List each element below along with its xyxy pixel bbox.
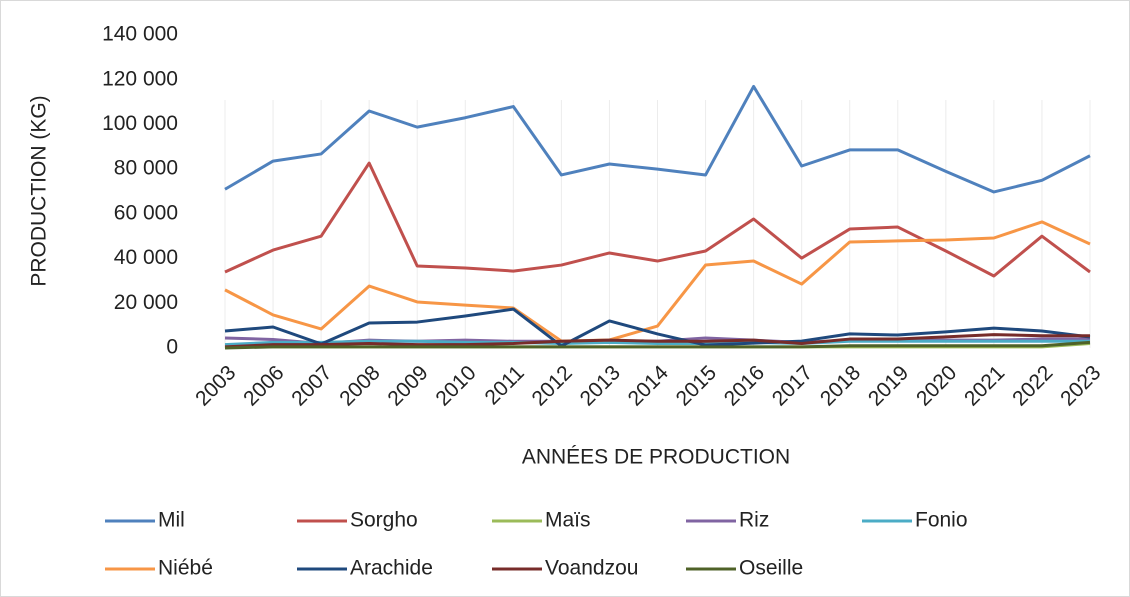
legend-label: Sorgho xyxy=(350,509,418,532)
y-tick-label: 80 000 xyxy=(114,157,178,180)
series-line xyxy=(224,220,1091,343)
legend-label: Voandzou xyxy=(545,557,638,580)
y-tick-label: 120 000 xyxy=(102,67,178,90)
series-line xyxy=(224,340,1091,350)
y-tick-label: 100 000 xyxy=(102,112,178,135)
legend-label: Oseille xyxy=(739,557,803,580)
legend-label: Arachide xyxy=(350,557,433,580)
series-line xyxy=(224,84,1091,194)
series-line xyxy=(224,339,1090,347)
series-line xyxy=(224,161,1091,278)
y-axis-title: PRODUCTION (KG) xyxy=(28,95,51,286)
y-tick-label: 40 000 xyxy=(114,246,178,269)
series-line xyxy=(224,333,1090,349)
legend-label: Maïs xyxy=(545,509,591,532)
x-axis-title: ANNÉES DE PRODUCTION xyxy=(522,446,790,469)
y-tick-label: 140 000 xyxy=(102,23,178,46)
series-line xyxy=(224,307,1091,348)
y-tick-label: 60 000 xyxy=(114,201,178,224)
legend-label: Fonio xyxy=(915,509,968,532)
legend-label: Niébé xyxy=(158,557,213,580)
legend-label: Riz xyxy=(739,509,769,532)
y-tick-label: 20 000 xyxy=(114,291,178,314)
y-tick-label: 0 xyxy=(166,336,178,359)
legend-label: Mil xyxy=(158,509,185,532)
